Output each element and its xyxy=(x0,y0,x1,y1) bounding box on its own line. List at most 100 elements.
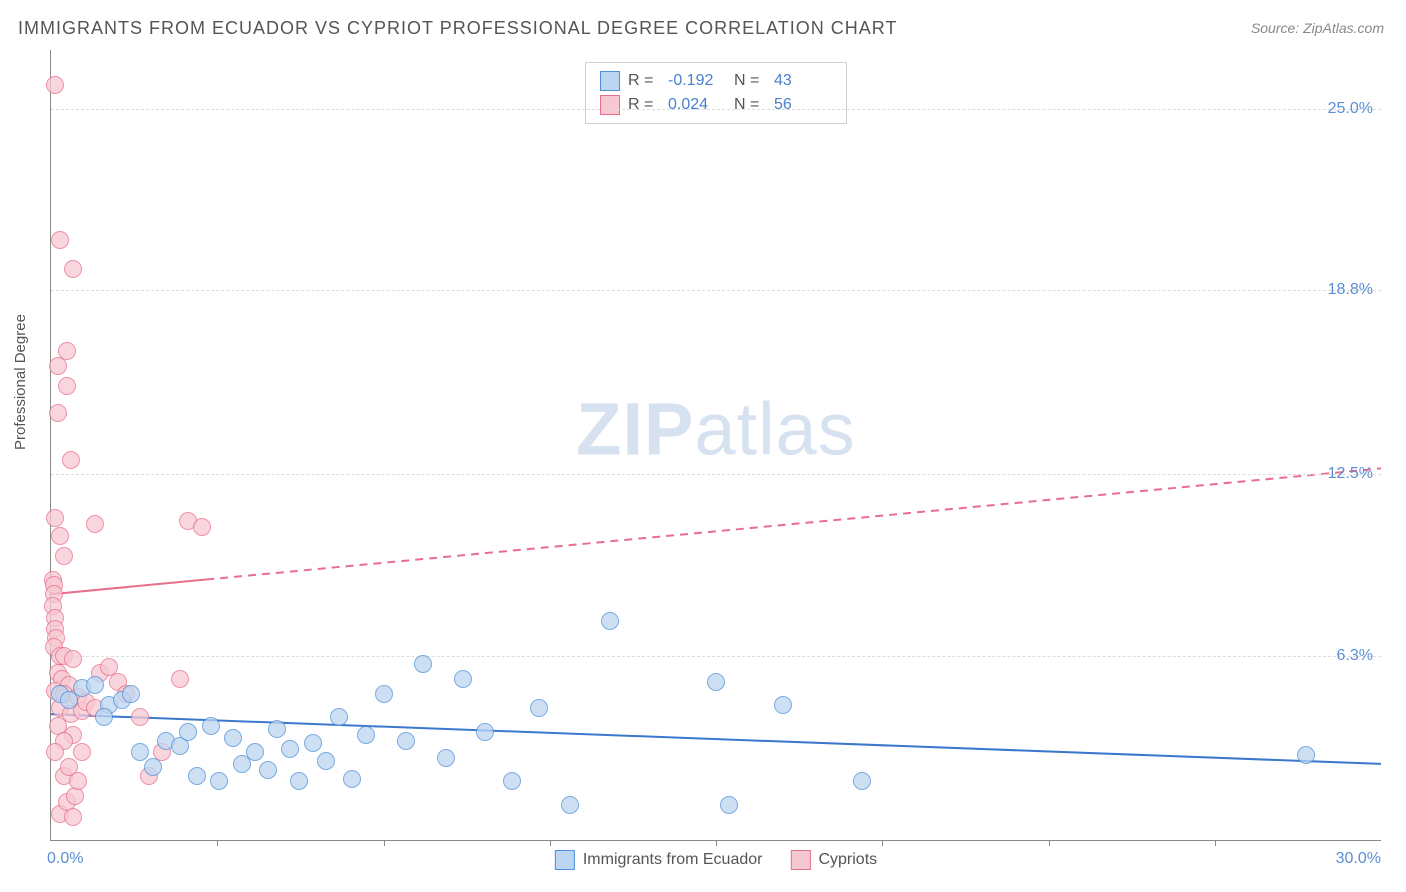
scatter-point-ecuador xyxy=(343,770,361,788)
scatter-point-ecuador xyxy=(290,772,308,790)
legend-swatch-cypriots xyxy=(600,95,620,115)
legend-n-value-cypriots: 56 xyxy=(774,93,832,117)
scatter-point-cypriots xyxy=(64,260,82,278)
x-tick xyxy=(550,840,551,846)
x-axis-min-label: 0.0% xyxy=(47,850,83,868)
scatter-point-cypriots xyxy=(46,743,64,761)
scatter-point-cypriots xyxy=(193,518,211,536)
source-name: ZipAtlas.com xyxy=(1303,20,1384,36)
x-tick xyxy=(217,840,218,846)
gridline xyxy=(51,290,1381,291)
legend-item-cypriots: Cypriots xyxy=(790,850,877,870)
scatter-point-ecuador xyxy=(210,772,228,790)
scatter-point-ecuador xyxy=(246,743,264,761)
scatter-point-ecuador xyxy=(131,743,149,761)
scatter-point-ecuador xyxy=(503,772,521,790)
y-axis-label: Professional Degree xyxy=(12,314,29,450)
legend-swatch-ecuador xyxy=(600,71,620,91)
y-tick-label: 12.5% xyxy=(1328,465,1373,483)
scatter-point-ecuador xyxy=(414,655,432,673)
watermark-rest: atlas xyxy=(694,388,855,471)
source-attribution: Source: ZipAtlas.com xyxy=(1251,20,1384,36)
scatter-point-cypriots xyxy=(131,708,149,726)
scatter-point-ecuador xyxy=(144,758,162,776)
scatter-point-cypriots xyxy=(69,772,87,790)
legend-stats: R = -0.192 N = 43 R = 0.024 N = 56 xyxy=(585,62,847,124)
x-tick xyxy=(1215,840,1216,846)
scatter-point-cypriots xyxy=(73,743,91,761)
scatter-point-ecuador xyxy=(561,796,579,814)
scatter-point-ecuador xyxy=(720,796,738,814)
legend-r-value-cypriots: 0.024 xyxy=(668,93,726,117)
scatter-point-cypriots xyxy=(51,231,69,249)
gridline xyxy=(51,474,1381,475)
x-axis-max-label: 30.0% xyxy=(1336,850,1381,868)
scatter-point-cypriots xyxy=(49,404,67,422)
scatter-point-ecuador xyxy=(86,676,104,694)
legend-r-label: R = xyxy=(628,93,660,117)
legend-label-cypriots: Cypriots xyxy=(818,851,877,869)
x-tick xyxy=(1049,840,1050,846)
scatter-point-ecuador xyxy=(317,752,335,770)
y-tick-label: 18.8% xyxy=(1328,281,1373,299)
chart-title: IMMIGRANTS FROM ECUADOR VS CYPRIOT PROFE… xyxy=(18,18,897,39)
scatter-point-cypriots xyxy=(49,357,67,375)
scatter-point-ecuador xyxy=(330,708,348,726)
scatter-point-ecuador xyxy=(454,670,472,688)
scatter-point-cypriots xyxy=(64,650,82,668)
scatter-point-ecuador xyxy=(281,740,299,758)
gridline xyxy=(51,109,1381,110)
source-prefix: Source: xyxy=(1251,20,1303,36)
scatter-point-ecuador xyxy=(397,732,415,750)
plot-area: ZIPatlas R = -0.192 N = 43 R = 0.024 N =… xyxy=(50,50,1381,841)
legend-item-ecuador: Immigrants from Ecuador xyxy=(555,850,763,870)
trend-lines-layer xyxy=(51,50,1381,840)
trend-line xyxy=(206,468,1381,579)
legend-n-value-ecuador: 43 xyxy=(774,69,832,93)
legend-swatch-icon xyxy=(790,850,810,870)
trend-line xyxy=(51,580,206,595)
scatter-point-cypriots xyxy=(46,509,64,527)
scatter-point-cypriots xyxy=(62,451,80,469)
y-tick-label: 25.0% xyxy=(1328,100,1373,118)
scatter-point-ecuador xyxy=(357,726,375,744)
scatter-point-cypriots xyxy=(51,527,69,545)
watermark-bold: ZIP xyxy=(576,388,694,471)
scatter-point-ecuador xyxy=(179,723,197,741)
scatter-point-ecuador xyxy=(601,612,619,630)
scatter-point-cypriots xyxy=(171,670,189,688)
legend-n-label: N = xyxy=(734,93,766,117)
x-tick xyxy=(882,840,883,846)
scatter-point-ecuador xyxy=(375,685,393,703)
scatter-point-cypriots xyxy=(46,76,64,94)
legend-series: Immigrants from Ecuador Cypriots xyxy=(555,850,877,870)
scatter-point-ecuador xyxy=(268,720,286,738)
scatter-point-ecuador xyxy=(122,685,140,703)
legend-n-label: N = xyxy=(734,69,766,93)
scatter-point-cypriots xyxy=(64,808,82,826)
chart-container: IMMIGRANTS FROM ECUADOR VS CYPRIOT PROFE… xyxy=(0,0,1406,892)
scatter-point-ecuador xyxy=(95,708,113,726)
legend-r-value-ecuador: -0.192 xyxy=(668,69,726,93)
scatter-point-ecuador xyxy=(774,696,792,714)
scatter-point-ecuador xyxy=(530,699,548,717)
scatter-point-ecuador xyxy=(1297,746,1315,764)
y-tick-label: 6.3% xyxy=(1337,647,1373,665)
scatter-point-ecuador xyxy=(259,761,277,779)
scatter-point-ecuador xyxy=(188,767,206,785)
legend-stats-row-ecuador: R = -0.192 N = 43 xyxy=(600,69,832,93)
scatter-point-cypriots xyxy=(86,515,104,533)
legend-r-label: R = xyxy=(628,69,660,93)
x-tick xyxy=(716,840,717,846)
scatter-point-ecuador xyxy=(224,729,242,747)
scatter-point-cypriots xyxy=(58,377,76,395)
scatter-point-ecuador xyxy=(202,717,220,735)
scatter-point-cypriots xyxy=(55,547,73,565)
watermark: ZIPatlas xyxy=(576,387,855,472)
scatter-point-ecuador xyxy=(707,673,725,691)
scatter-point-ecuador xyxy=(304,734,322,752)
scatter-point-ecuador xyxy=(853,772,871,790)
gridline xyxy=(51,656,1381,657)
scatter-point-ecuador xyxy=(437,749,455,767)
legend-stats-row-cypriots: R = 0.024 N = 56 xyxy=(600,93,832,117)
